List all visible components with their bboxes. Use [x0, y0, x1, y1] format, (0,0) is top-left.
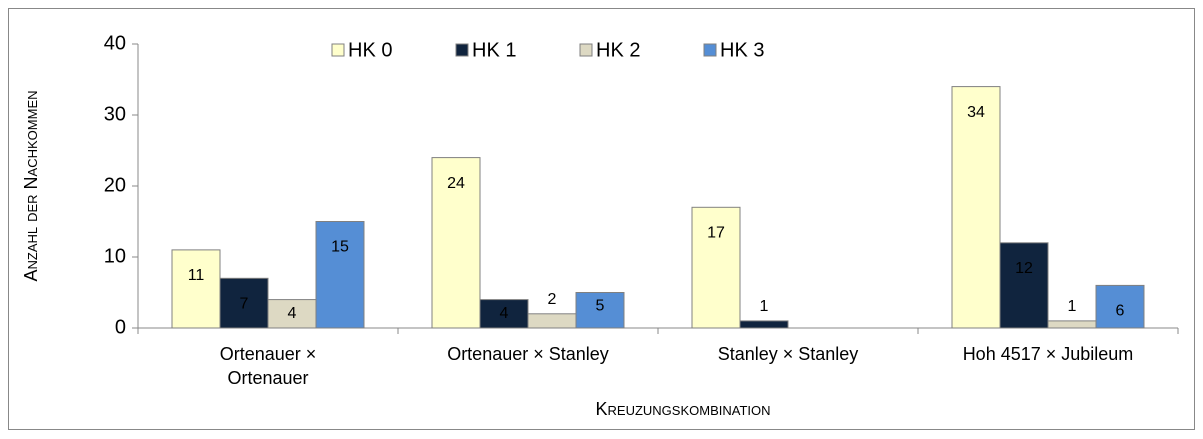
- bar: [999, 242, 1049, 329]
- bar: [527, 313, 577, 329]
- y-tick-label: 20: [104, 174, 126, 196]
- bar: [267, 299, 317, 329]
- legend-swatch: [331, 43, 345, 57]
- bar: [171, 249, 221, 329]
- value-label: 5: [596, 298, 605, 315]
- x-tick-label: Hoh 4517 × Jubileum: [962, 344, 1134, 364]
- value-label: 15: [331, 239, 349, 256]
- value-label: 24: [447, 175, 465, 192]
- value-label: 1: [1068, 298, 1077, 315]
- y-tick-label: 10: [104, 245, 126, 267]
- x-tick-label-box: Stanley × Stanley: [717, 344, 859, 364]
- legend-label: HK 3: [720, 39, 764, 61]
- value-label: 12: [1015, 260, 1033, 277]
- legend-swatch: [455, 43, 469, 57]
- value-label: 17: [707, 225, 725, 242]
- value-label: 2: [548, 291, 557, 308]
- x-tick-label-box: Ortenauer × Stanley: [447, 344, 609, 364]
- bar: [951, 86, 1001, 329]
- x-tick-label: Ortenauer × Ortenauer: [219, 344, 317, 388]
- bar: [315, 221, 365, 329]
- y-axis-title: Anzahl der Nachkommen: [21, 90, 41, 281]
- x-tick-label: Ortenauer × Stanley: [447, 344, 609, 364]
- x-tick-label-box: Hoh 4517 × Jubileum: [962, 344, 1134, 364]
- y-tick-label: 40: [104, 32, 126, 54]
- legend-swatch: [579, 43, 593, 57]
- legend-label: HK 2: [596, 39, 640, 61]
- value-label: 34: [967, 104, 985, 121]
- y-tick-label: 0: [115, 316, 126, 338]
- x-axis-title: Kreuzungskombination: [596, 399, 771, 419]
- bar: [1095, 284, 1145, 329]
- x-tick-label: Stanley × Stanley: [717, 344, 859, 364]
- legend-label: HK 0: [348, 39, 392, 61]
- value-label: 4: [500, 305, 509, 322]
- value-label: 6: [1116, 303, 1125, 320]
- bar: [219, 277, 269, 329]
- legend-label: HK 1: [472, 39, 516, 61]
- legend-swatch: [703, 43, 717, 57]
- value-label: 4: [288, 305, 297, 322]
- x-tick-label-box: Ortenauer × Ortenauer: [219, 344, 317, 388]
- value-label: 1: [760, 298, 769, 315]
- bar: [739, 320, 789, 329]
- bar: [575, 292, 625, 329]
- y-tick-label: 30: [104, 103, 126, 125]
- value-label: 11: [188, 267, 205, 284]
- value-label: 7: [240, 296, 249, 313]
- bar: [691, 206, 741, 329]
- bar: [431, 157, 481, 329]
- bar: [1047, 320, 1097, 329]
- bar: [479, 299, 529, 329]
